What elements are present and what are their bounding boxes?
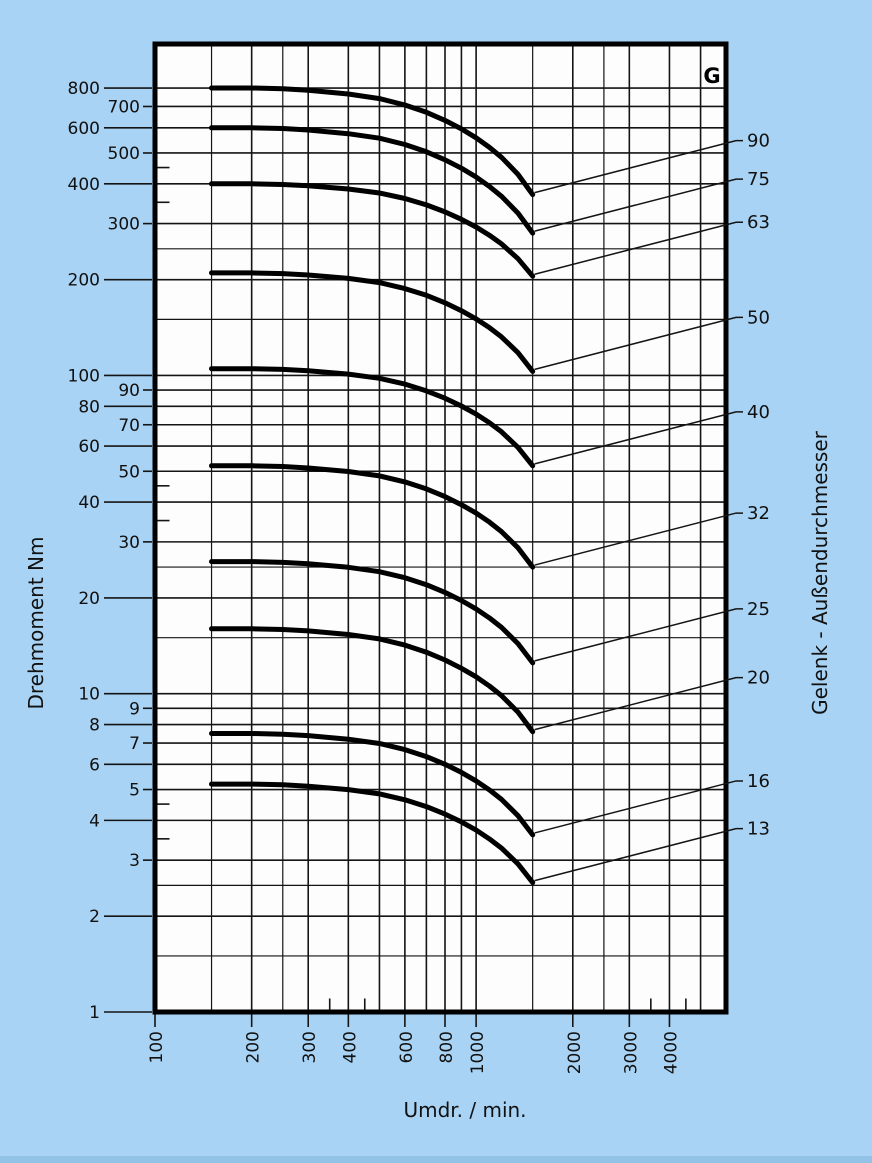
- x-tick-label: 200: [244, 1031, 264, 1063]
- y-tick-label: 2: [89, 907, 100, 927]
- x-tick-label: 400: [340, 1031, 360, 1063]
- curve-size-label: 13: [747, 819, 770, 840]
- y-tick-label: 700: [108, 97, 140, 117]
- y-tick-label: 70: [118, 416, 140, 436]
- x-tick-label: 3000: [621, 1031, 641, 1074]
- y-tick-label: 20: [78, 589, 100, 609]
- scan-edge-strip: [0, 1156, 872, 1163]
- curve-size-label: 25: [747, 599, 770, 620]
- curve-leader-line: [534, 608, 743, 662]
- y-tick-label: 40: [78, 493, 100, 513]
- torque-curve-25: [209, 559, 536, 666]
- curve-size-label: 16: [747, 771, 770, 792]
- y-tick-label: 600: [68, 119, 100, 139]
- y-tick-label: 9: [129, 699, 140, 719]
- y-tick-label: 800: [68, 79, 100, 99]
- x-tick-label: 1000: [468, 1031, 488, 1074]
- curve-leader-line: [534, 316, 743, 371]
- y-tick-label: 80: [78, 397, 100, 417]
- curve-size-label: 50: [747, 307, 770, 328]
- curve-leader-line: [534, 676, 743, 731]
- y-tick-label: 1: [89, 1003, 100, 1023]
- curve-size-label: 40: [747, 402, 770, 423]
- y-tick-label: 6: [89, 755, 100, 775]
- y-tick-label: 50: [118, 462, 140, 482]
- plot-area: [155, 44, 726, 1012]
- right-axis-title: Gelenk - Außendurchmesser: [808, 431, 832, 715]
- y-tick-label: 5: [129, 781, 140, 801]
- x-axis-title: Umdr. / min.: [403, 1098, 527, 1122]
- curve-leader-line: [534, 221, 743, 275]
- curve-size-label: 20: [747, 668, 770, 689]
- y-tick-label: 30: [118, 533, 140, 553]
- x-tick-label: 800: [437, 1031, 457, 1063]
- torque-curve-13: [209, 781, 536, 886]
- y-axis-title: Drehmoment Nm: [24, 536, 48, 710]
- torque-curve-50: [209, 270, 536, 374]
- curve-leader-line: [534, 827, 743, 882]
- x-tick-label: 2000: [565, 1031, 585, 1074]
- curve-size-label: 75: [747, 169, 770, 190]
- y-tick-label: 100: [68, 366, 100, 386]
- curve-size-label: 63: [747, 212, 770, 233]
- torque-curve-90: [209, 85, 536, 198]
- y-tick-label: 400: [68, 175, 100, 195]
- torque-curve-32: [209, 463, 536, 570]
- curve-size-label: 32: [747, 503, 770, 524]
- x-tick-label: 300: [300, 1031, 320, 1063]
- y-tick-label: 300: [108, 215, 140, 235]
- y-tick-label: 90: [118, 381, 140, 401]
- curve-size-label: 90: [747, 131, 770, 152]
- torque-curve-63: [209, 181, 536, 279]
- curve-leader-line: [534, 139, 743, 194]
- torque-curve-40: [209, 366, 536, 469]
- y-tick-label: 8: [89, 716, 100, 736]
- y-tick-label: 3: [129, 851, 140, 871]
- x-tick-label: 100: [147, 1031, 167, 1063]
- y-tick-label: 4: [89, 811, 100, 831]
- curve-leader-line: [534, 178, 743, 232]
- torque-curve-20: [209, 626, 536, 735]
- chart-corner-letter: G: [703, 64, 721, 88]
- plot-border: [152, 41, 729, 1015]
- y-tick-label: 500: [108, 144, 140, 164]
- torque-curve-16: [209, 731, 536, 838]
- x-tick-label: 4000: [661, 1031, 681, 1074]
- torque-curve-75: [209, 125, 536, 236]
- y-tick-label: 60: [78, 437, 100, 457]
- curve-leader-line: [534, 780, 743, 834]
- curve-leader-line: [534, 512, 743, 566]
- y-tick-label: 10: [78, 685, 100, 705]
- y-tick-label: 7: [129, 734, 140, 754]
- x-tick-label: 600: [397, 1031, 417, 1063]
- curve-leader-line: [534, 411, 743, 465]
- y-tick-label: 200: [68, 271, 100, 291]
